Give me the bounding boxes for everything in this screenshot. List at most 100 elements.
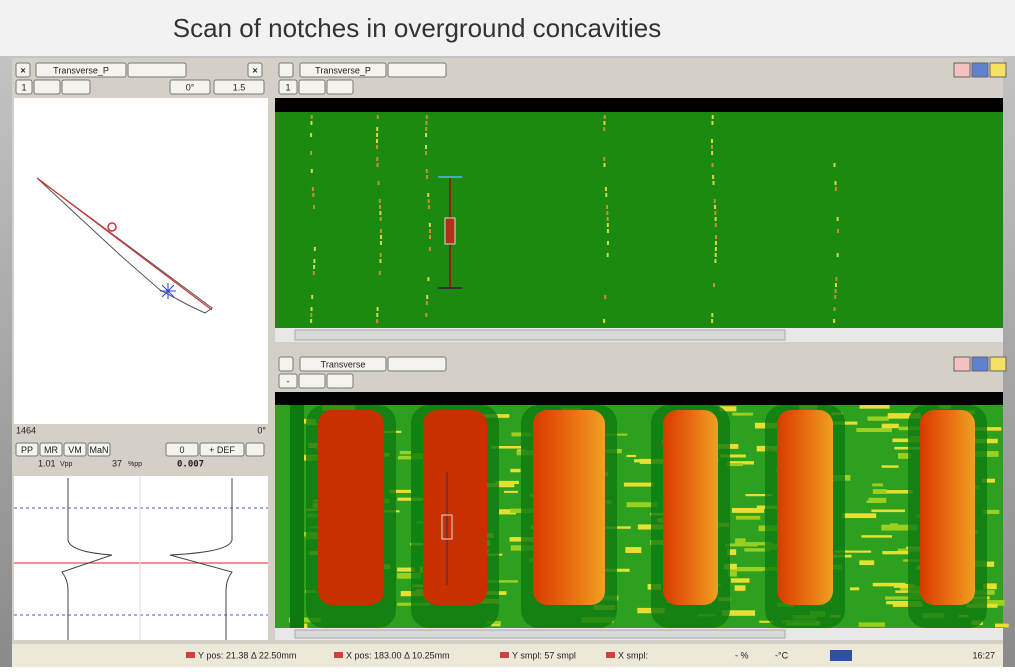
- scan-trace: [311, 115, 313, 119]
- scan-trace: [425, 127, 427, 131]
- scan-trace: [379, 259, 381, 263]
- scan-trace: [428, 205, 430, 209]
- scan-trace: [378, 181, 380, 185]
- scan-trace: [835, 187, 837, 191]
- scan-trace: [426, 169, 428, 173]
- screen: Scan of notches in overground concavitie…: [0, 0, 1015, 667]
- notch-echo: [423, 410, 487, 605]
- scan-trace: [603, 127, 605, 131]
- scan-trace: [713, 181, 715, 185]
- scan-trace: [313, 205, 315, 209]
- button[interactable]: [327, 80, 353, 94]
- mode-button-label: MaN: [89, 445, 108, 455]
- status-item: X smpl:: [618, 650, 648, 660]
- scan-trace: [425, 151, 427, 155]
- menu-button[interactable]: [279, 63, 293, 77]
- icon: ×: [252, 65, 257, 75]
- scan-trace: [380, 253, 382, 257]
- status-item: -°C: [775, 650, 789, 660]
- heat-speckle: [859, 622, 885, 626]
- slide-title: Scan of notches in overground concavitie…: [173, 13, 662, 43]
- gain-button-label: 1.5: [233, 82, 246, 92]
- scan-trace: [607, 229, 609, 233]
- status-icon: [334, 652, 343, 658]
- channel-button-label: 1: [21, 82, 26, 92]
- scan-trace: [380, 217, 382, 221]
- heat-speckle: [871, 509, 905, 512]
- menu-button[interactable]: [279, 357, 293, 371]
- tool-button-label: + DEF: [209, 445, 235, 455]
- tool-button-label: 0: [179, 445, 184, 455]
- scan-trace: [712, 175, 714, 179]
- button[interactable]: [299, 374, 325, 388]
- scan-trace: [607, 241, 609, 245]
- heat-speckle: [735, 585, 746, 591]
- scan-trace: [425, 133, 427, 137]
- button[interactable]: [34, 80, 60, 94]
- heat-speckle: [861, 535, 892, 538]
- button[interactable]: [128, 63, 186, 77]
- scan-trace: [834, 307, 836, 311]
- button[interactable]: [327, 374, 353, 388]
- scan-trace: [605, 187, 607, 191]
- toolbar-icon[interactable]: [954, 357, 970, 371]
- notch-echo: [290, 405, 304, 628]
- scan-trace: [713, 283, 715, 287]
- tab-label: Transverse_P: [53, 65, 109, 75]
- scroll-thumb[interactable]: [295, 330, 785, 340]
- scan-trace: [714, 259, 716, 263]
- scan-trace: [376, 319, 378, 323]
- mode-button-label: MR: [44, 445, 58, 455]
- toolbar-icon[interactable]: [990, 357, 1006, 371]
- status-icon: [500, 652, 509, 658]
- scan-trace: [429, 229, 431, 233]
- heat-speckle: [873, 489, 887, 494]
- toolbar-icon[interactable]: [954, 63, 970, 77]
- scan-trace: [711, 313, 713, 317]
- scan-trace: [715, 217, 717, 221]
- scan-trace: [603, 157, 605, 161]
- scan-trace: [426, 115, 428, 119]
- scan-trace: [603, 163, 605, 167]
- dropdown-button[interactable]: [246, 443, 264, 456]
- heat-speckle: [882, 424, 899, 428]
- top-scan: [275, 112, 1003, 328]
- scan-trace: [311, 307, 313, 311]
- scan-trace: [376, 145, 378, 149]
- scan-trace: [604, 115, 606, 119]
- toolbar-icon[interactable]: [972, 63, 988, 77]
- status-item: Y smpl: 57 smpl: [512, 650, 576, 660]
- status-item: X pos: 183.00 Δ 10.25mm: [346, 650, 450, 660]
- button[interactable]: [62, 80, 90, 94]
- mode-button-label: VM: [68, 445, 82, 455]
- heat-speckle: [859, 560, 874, 565]
- button[interactable]: [388, 357, 446, 371]
- scan-trace: [425, 121, 427, 125]
- heat-speckle: [731, 578, 750, 582]
- notch-echo: [533, 410, 605, 605]
- scan-trace: [428, 199, 430, 203]
- scan-trace: [835, 181, 837, 185]
- heat-speckle: [850, 587, 859, 590]
- scan-trace: [379, 199, 381, 203]
- heat-speckle: [882, 465, 899, 467]
- scan-trace: [606, 205, 608, 209]
- scan-trace: [429, 247, 431, 251]
- scan-trace: [607, 217, 609, 221]
- toolbar-icon[interactable]: [990, 63, 1006, 77]
- scan-trace: [310, 313, 312, 317]
- scan-trace: [376, 163, 378, 167]
- scan-header-strip: [275, 98, 1003, 112]
- button[interactable]: [299, 80, 325, 94]
- scan-trace: [380, 241, 382, 245]
- scan-trace: [711, 163, 713, 167]
- cursor-cross: [160, 283, 176, 299]
- button[interactable]: [388, 63, 446, 77]
- scan-trace: [310, 133, 312, 137]
- status-time: 16:27: [972, 650, 995, 660]
- heat-speckle: [626, 455, 636, 457]
- status-icon: [606, 652, 615, 658]
- scroll-thumb[interactable]: [295, 630, 785, 638]
- scan-trace: [715, 247, 717, 251]
- toolbar-icon[interactable]: [972, 357, 988, 371]
